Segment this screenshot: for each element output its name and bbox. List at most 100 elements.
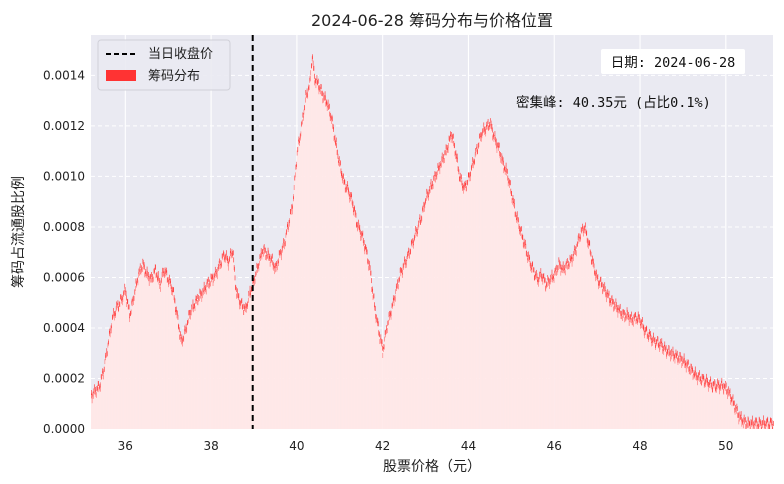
- distribution-bar: [591, 255, 593, 429]
- distribution-bar-top: [236, 292, 238, 298]
- distribution-bar-top: [543, 278, 545, 284]
- distribution-bar: [622, 315, 623, 429]
- distribution-bar-top: [730, 394, 731, 400]
- distribution-bar: [150, 277, 151, 429]
- distribution-bar: [712, 387, 713, 429]
- distribution-bar: [751, 415, 753, 429]
- distribution-bar: [332, 116, 333, 430]
- distribution-bar-top: [647, 333, 648, 339]
- distribution-bar-top: [498, 142, 500, 148]
- distribution-bar-top: [254, 278, 256, 284]
- distribution-bar: [334, 134, 336, 429]
- distribution-bar: [525, 239, 526, 429]
- distribution-bar-top: [438, 166, 440, 172]
- distribution-bar: [694, 366, 696, 429]
- distribution-bar-top: [140, 269, 142, 275]
- distribution-bar: [622, 309, 624, 429]
- distribution-bar-top: [561, 268, 563, 274]
- distribution-bar-top: [656, 339, 657, 345]
- distribution-bar: [672, 346, 674, 429]
- distribution-bar: [96, 386, 98, 429]
- x-tick-label: 42: [375, 439, 390, 453]
- distribution-bar-top: [493, 136, 495, 142]
- distribution-bar-top: [439, 169, 441, 175]
- distribution-bar-top: [593, 263, 595, 269]
- distribution-bar-top: [643, 324, 645, 330]
- distribution-bar: [547, 276, 549, 429]
- distribution-bar-top: [487, 120, 488, 126]
- distribution-bar-top: [755, 421, 757, 427]
- distribution-bar: [350, 194, 352, 429]
- distribution-bar-top: [584, 225, 586, 231]
- distribution-bar-top: [445, 150, 446, 156]
- distribution-bar: [359, 225, 361, 429]
- distribution-bar-top: [715, 387, 716, 393]
- distribution-bar-top: [733, 401, 735, 407]
- distribution-bar-top: [766, 418, 767, 424]
- distribution-bar-top: [606, 292, 607, 298]
- distribution-bar-top: [167, 276, 169, 282]
- distribution-bar-top: [502, 159, 503, 165]
- distribution-bar-top: [770, 418, 772, 424]
- distribution-bar-top: [691, 366, 693, 372]
- distribution-bar-top: [752, 420, 754, 426]
- distribution-bar: [199, 295, 200, 429]
- distribution-bar: [317, 80, 319, 430]
- distribution-bar-top: [233, 257, 235, 263]
- distribution-bar-top: [422, 205, 424, 211]
- distribution-bar-top: [677, 357, 678, 363]
- distribution-bar: [501, 158, 502, 429]
- distribution-bar-top: [691, 368, 693, 374]
- distribution-bar: [172, 290, 174, 429]
- distribution-bar-top: [517, 218, 519, 224]
- distribution-bar: [125, 290, 127, 429]
- distribution-bar: [699, 370, 700, 429]
- distribution-bar: [587, 238, 589, 429]
- distribution-bar-top: [380, 338, 382, 344]
- distribution-bar: [578, 233, 579, 429]
- distribution-bar-top: [582, 231, 584, 237]
- distribution-bar: [144, 272, 146, 429]
- distribution-bar: [109, 332, 111, 429]
- distribution-bar: [652, 337, 653, 429]
- distribution-bar: [113, 311, 115, 429]
- distribution-bar-top: [278, 261, 279, 267]
- distribution-bar: [290, 209, 292, 429]
- distribution-bar-top: [625, 315, 627, 321]
- distribution-bar: [734, 409, 736, 429]
- distribution-bar-top: [721, 377, 723, 383]
- distribution-bar-top: [425, 195, 427, 201]
- distribution-bar: [537, 276, 539, 429]
- distribution-bar: [634, 316, 636, 429]
- distribution-bar-top: [320, 84, 322, 90]
- distribution-bar-top: [518, 224, 520, 230]
- distribution-bar-top: [280, 248, 281, 254]
- distribution-bar-top: [201, 291, 202, 297]
- distribution-bar-top: [183, 335, 184, 341]
- distribution-bar: [480, 132, 482, 429]
- distribution-bar: [159, 283, 161, 429]
- distribution-bar-top: [314, 80, 316, 86]
- distribution-bar: [635, 312, 636, 429]
- distribution-bar-top: [103, 374, 104, 380]
- distribution-bar: [637, 319, 638, 429]
- distribution-bar: [302, 119, 303, 429]
- distribution-bar: [609, 297, 610, 429]
- distribution-bar: [354, 206, 355, 429]
- distribution-bar-top: [616, 307, 618, 313]
- distribution-bar: [222, 253, 223, 429]
- distribution-bar-top: [488, 125, 489, 131]
- distribution-bar-top: [662, 345, 664, 351]
- distribution-bar-top: [467, 180, 468, 186]
- distribution-bar: [446, 144, 447, 429]
- distribution-bar-top: [414, 232, 416, 238]
- distribution-bar-top: [329, 115, 331, 121]
- distribution-bar: [225, 257, 226, 429]
- distribution-bar: [588, 243, 590, 429]
- distribution-bar: [693, 373, 694, 429]
- distribution-bar: [146, 271, 147, 429]
- distribution-bar-top: [129, 313, 130, 319]
- distribution-bar-top: [331, 118, 332, 124]
- distribution-bar: [568, 260, 570, 429]
- distribution-bar: [130, 311, 132, 429]
